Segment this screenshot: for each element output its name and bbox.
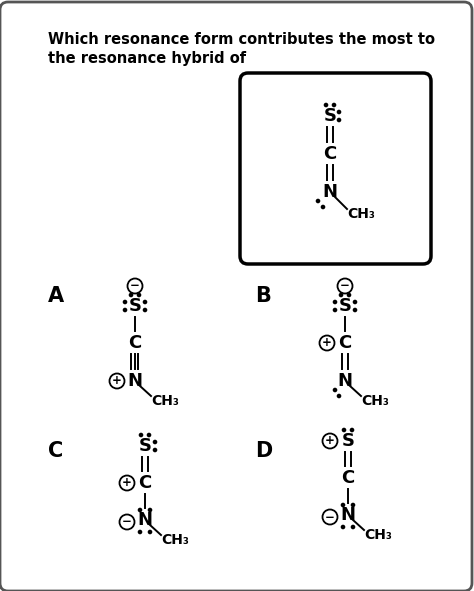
Circle shape	[341, 504, 345, 506]
Text: the resonance hybrid of: the resonance hybrid of	[48, 51, 246, 67]
Text: A: A	[48, 286, 64, 306]
Circle shape	[154, 440, 156, 444]
Text: −: −	[325, 511, 335, 524]
Text: S: S	[341, 432, 355, 450]
Text: CH₃: CH₃	[364, 528, 392, 542]
Text: +: +	[122, 476, 132, 489]
Text: Which resonance form contributes the most to: Which resonance form contributes the mos…	[48, 33, 435, 47]
Circle shape	[350, 428, 354, 431]
Circle shape	[138, 530, 142, 534]
Circle shape	[119, 515, 135, 530]
Text: S: S	[338, 297, 352, 315]
FancyBboxPatch shape	[240, 73, 431, 264]
Text: N: N	[337, 372, 353, 390]
Text: B: B	[255, 286, 271, 306]
Text: −: −	[122, 515, 132, 528]
Circle shape	[137, 293, 141, 297]
Text: CH₃: CH₃	[347, 207, 375, 221]
Text: C: C	[128, 334, 142, 352]
Circle shape	[123, 309, 127, 311]
Circle shape	[332, 103, 336, 106]
Text: N: N	[322, 183, 337, 201]
Text: S: S	[128, 297, 142, 315]
Circle shape	[154, 449, 156, 452]
Circle shape	[333, 300, 337, 304]
Circle shape	[147, 433, 151, 437]
Text: CH₃: CH₃	[151, 394, 179, 408]
Text: D: D	[255, 441, 272, 461]
Circle shape	[351, 504, 355, 506]
Circle shape	[354, 300, 356, 304]
Text: +: +	[112, 375, 122, 388]
Text: +: +	[322, 336, 332, 349]
Circle shape	[317, 199, 319, 203]
Circle shape	[337, 111, 341, 113]
Circle shape	[347, 293, 351, 297]
Circle shape	[341, 525, 345, 528]
Circle shape	[129, 293, 133, 297]
Text: N: N	[128, 372, 143, 390]
Text: CH₃: CH₃	[361, 394, 389, 408]
Circle shape	[321, 206, 325, 209]
Circle shape	[123, 300, 127, 304]
Text: S: S	[323, 107, 337, 125]
Circle shape	[139, 433, 143, 437]
Circle shape	[333, 309, 337, 311]
Circle shape	[322, 509, 337, 524]
Circle shape	[342, 428, 346, 431]
Circle shape	[144, 309, 146, 311]
Circle shape	[324, 103, 328, 106]
Circle shape	[319, 336, 335, 350]
Circle shape	[354, 309, 356, 311]
Circle shape	[351, 525, 355, 528]
Circle shape	[148, 508, 152, 512]
Text: −: −	[130, 280, 140, 293]
Circle shape	[322, 434, 337, 449]
Text: C: C	[138, 474, 152, 492]
Circle shape	[148, 530, 152, 534]
Circle shape	[337, 118, 341, 122]
Text: C: C	[323, 145, 337, 163]
Text: CH₃: CH₃	[161, 533, 189, 547]
Text: C: C	[48, 441, 63, 461]
Circle shape	[109, 374, 125, 388]
Text: N: N	[340, 506, 356, 524]
Circle shape	[337, 394, 341, 398]
Circle shape	[119, 476, 135, 491]
Circle shape	[337, 278, 353, 294]
Circle shape	[144, 300, 146, 304]
Text: +: +	[325, 434, 335, 447]
Circle shape	[333, 388, 337, 392]
Text: −: −	[340, 280, 350, 293]
Circle shape	[138, 508, 142, 512]
Text: S: S	[138, 437, 152, 455]
Circle shape	[128, 278, 143, 294]
Text: C: C	[341, 469, 355, 487]
Text: C: C	[338, 334, 352, 352]
Text: N: N	[137, 511, 153, 529]
Circle shape	[339, 293, 343, 297]
